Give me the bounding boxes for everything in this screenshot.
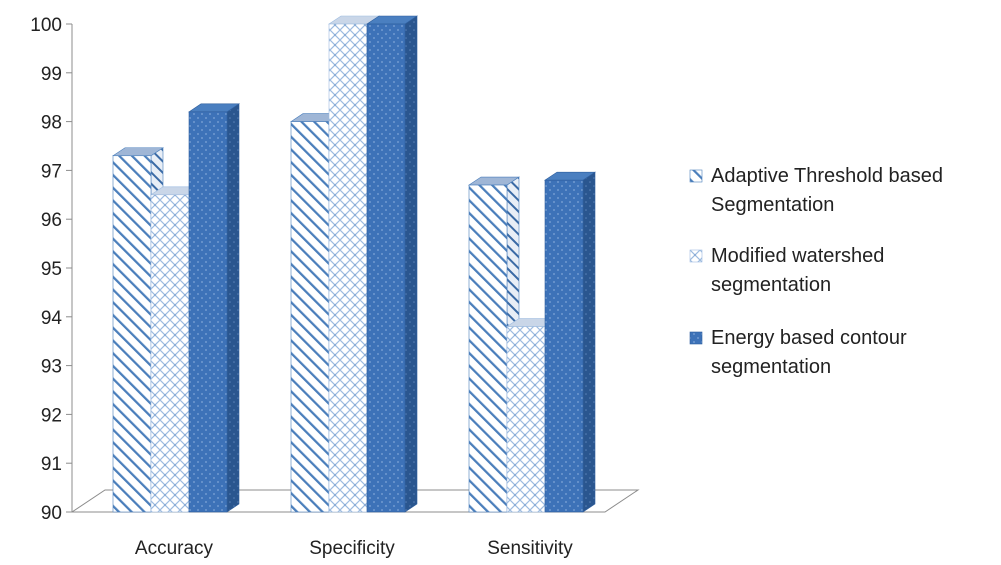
x-tick-label: Sensitivity: [487, 538, 573, 559]
bar-side: [582, 171, 596, 513]
legend-label: Adaptive Threshold based: [711, 165, 943, 187]
legend-label: Energy based contour: [711, 327, 907, 349]
legend-label: Modified watershed: [711, 245, 884, 267]
bar: [544, 171, 596, 513]
y-tick-label: 100: [30, 15, 62, 36]
legend-label: segmentation: [711, 356, 831, 378]
legend-label: segmentation: [711, 274, 831, 296]
y-tick-label: 90: [41, 503, 62, 524]
y-axis: 90 91 92 93 94 95 96 97 98 99 100: [30, 15, 73, 524]
bar-side: [226, 103, 240, 513]
y-tick-label: 98: [41, 113, 62, 134]
bar-front: [506, 326, 546, 513]
legend-item: Adaptive Threshold based Segmentation: [689, 165, 943, 216]
bar-front: [150, 194, 190, 513]
bar-front: [544, 179, 584, 513]
bar: [366, 15, 418, 513]
bar-front: [188, 111, 228, 513]
legend-swatch: [689, 249, 703, 263]
x-tick-label: Accuracy: [135, 538, 214, 559]
bar-front: [112, 155, 152, 513]
legend-swatch: [689, 331, 703, 345]
x-axis-labels: Accuracy Specificity Sensitivity: [135, 538, 573, 559]
bar-side: [404, 15, 418, 513]
y-tick-label: 99: [41, 64, 62, 85]
y-tick-label: 93: [41, 357, 62, 378]
bar-front: [366, 23, 406, 513]
legend-swatch: [689, 169, 703, 183]
y-tick-label: 92: [41, 405, 62, 426]
y-tick-label: 95: [41, 259, 62, 280]
bar-front: [290, 121, 330, 513]
bar: [188, 103, 240, 513]
bar-front: [468, 184, 508, 513]
x-tick-label: Specificity: [309, 538, 395, 559]
legend-label: Segmentation: [711, 194, 834, 216]
legend: Adaptive Threshold based Segmentation Modi…: [689, 165, 943, 378]
bar-front: [328, 23, 368, 513]
y-tick-label: 96: [41, 210, 62, 231]
legend-item: Modified watershed segmentation: [689, 245, 884, 296]
y-tick-label: 94: [41, 308, 63, 329]
y-tick-label: 97: [41, 161, 62, 182]
y-tick-label: 91: [41, 454, 62, 475]
bars: [112, 15, 596, 513]
legend-item: Energy based contour segmentation: [689, 327, 907, 378]
